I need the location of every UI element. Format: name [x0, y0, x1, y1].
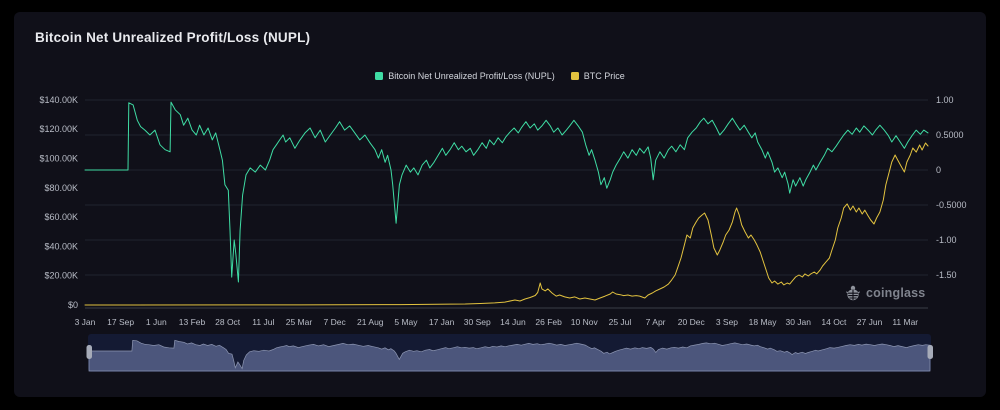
right-axis-tick-label: 0: [936, 165, 941, 175]
navigator-area[interactable]: [88, 339, 931, 372]
x-axis-tick-label: 20 Dec: [678, 317, 706, 327]
x-axis-tick-label: 14 Jun: [500, 317, 526, 327]
x-axis-tick-label: 7 Dec: [324, 317, 347, 327]
legend-swatch-btc-price-icon: [570, 72, 579, 80]
x-axis-tick-label: 13 Feb: [179, 317, 206, 327]
x-axis-tick-label: 14 Oct: [821, 317, 847, 327]
legend-item-nupl[interactable]: Bitcoin Net Unrealized Profit/Loss (NUPL…: [375, 71, 555, 81]
legend-item-btc-price[interactable]: BTC Price: [570, 71, 625, 81]
x-axis-tick-label: 25 Mar: [286, 317, 313, 327]
navigator-left-handle[interactable]: [86, 345, 93, 359]
x-axis-tick-label: 30 Sep: [464, 317, 491, 327]
x-axis-tick-label: 3 Sep: [716, 317, 738, 327]
x-axis-tick-label: 27 Jun: [857, 317, 883, 327]
right-axis-tick-label: -1.50: [936, 270, 957, 280]
left-axis-tick-label: $100.00K: [39, 154, 78, 164]
legend-label-btc-price: BTC Price: [583, 71, 625, 81]
nupl-line: [84, 101, 929, 283]
x-axis-tick-label: 10 Nov: [571, 317, 599, 327]
x-axis-tick-label: 25 Jul: [609, 317, 632, 327]
right-axis-tick-label: -1.00: [936, 235, 957, 245]
right-axis-tick-label: 1.00: [936, 95, 954, 105]
x-axis-tick-label: 18 May: [749, 317, 778, 327]
x-axis-tick-label: 21 Aug: [357, 317, 384, 327]
x-axis-tick-label: 28 Oct: [215, 317, 241, 327]
x-axis-tick-label: 26 Feb: [535, 317, 562, 327]
left-axis-tick-label: $120.00K: [39, 124, 78, 134]
x-axis-tick-label: 1 Jun: [146, 317, 167, 327]
x-axis-tick-label: 3 Jan: [75, 317, 96, 327]
right-axis-tick-label: -0.5000: [936, 200, 967, 210]
right-axis-tick-label: 0.5000: [936, 130, 964, 140]
left-axis-tick-label: $60.00K: [44, 212, 78, 222]
x-axis-tick-label: 11 Mar: [892, 317, 918, 327]
legend: Bitcoin Net Unrealized Profit/Loss (NUPL…: [0, 71, 1000, 81]
watermark-text: coinglass: [866, 286, 926, 300]
x-axis-tick-label: 5 May: [394, 317, 418, 327]
left-axis-tick-label: $140.00K: [39, 95, 78, 105]
x-axis-tick-label: 17 Jan: [429, 317, 455, 327]
left-axis-tick-label: $20.00K: [44, 271, 78, 281]
coinglass-watermark: coinglass: [845, 285, 925, 301]
chart-title: Bitcoin Net Unrealized Profit/Loss (NUPL…: [35, 30, 311, 45]
left-axis-tick-label: $0: [68, 300, 78, 310]
legend-swatch-nupl-icon: [375, 72, 384, 80]
x-axis-tick-label: 30 Jan: [785, 317, 811, 327]
left-axis-tick-label: $40.00K: [44, 241, 78, 251]
btc-price-line: [84, 142, 929, 306]
x-axis-tick-label: 17 Sep: [107, 317, 134, 327]
navigator-right-handle[interactable]: [927, 345, 934, 359]
legend-label-nupl: Bitcoin Net Unrealized Profit/Loss (NUPL…: [388, 71, 555, 81]
coinglass-logo-icon: [845, 285, 861, 301]
x-axis-tick-label: 7 Apr: [646, 317, 666, 327]
left-axis-tick-label: $80.00K: [44, 183, 78, 193]
x-axis-tick-label: 11 Jul: [252, 317, 274, 327]
